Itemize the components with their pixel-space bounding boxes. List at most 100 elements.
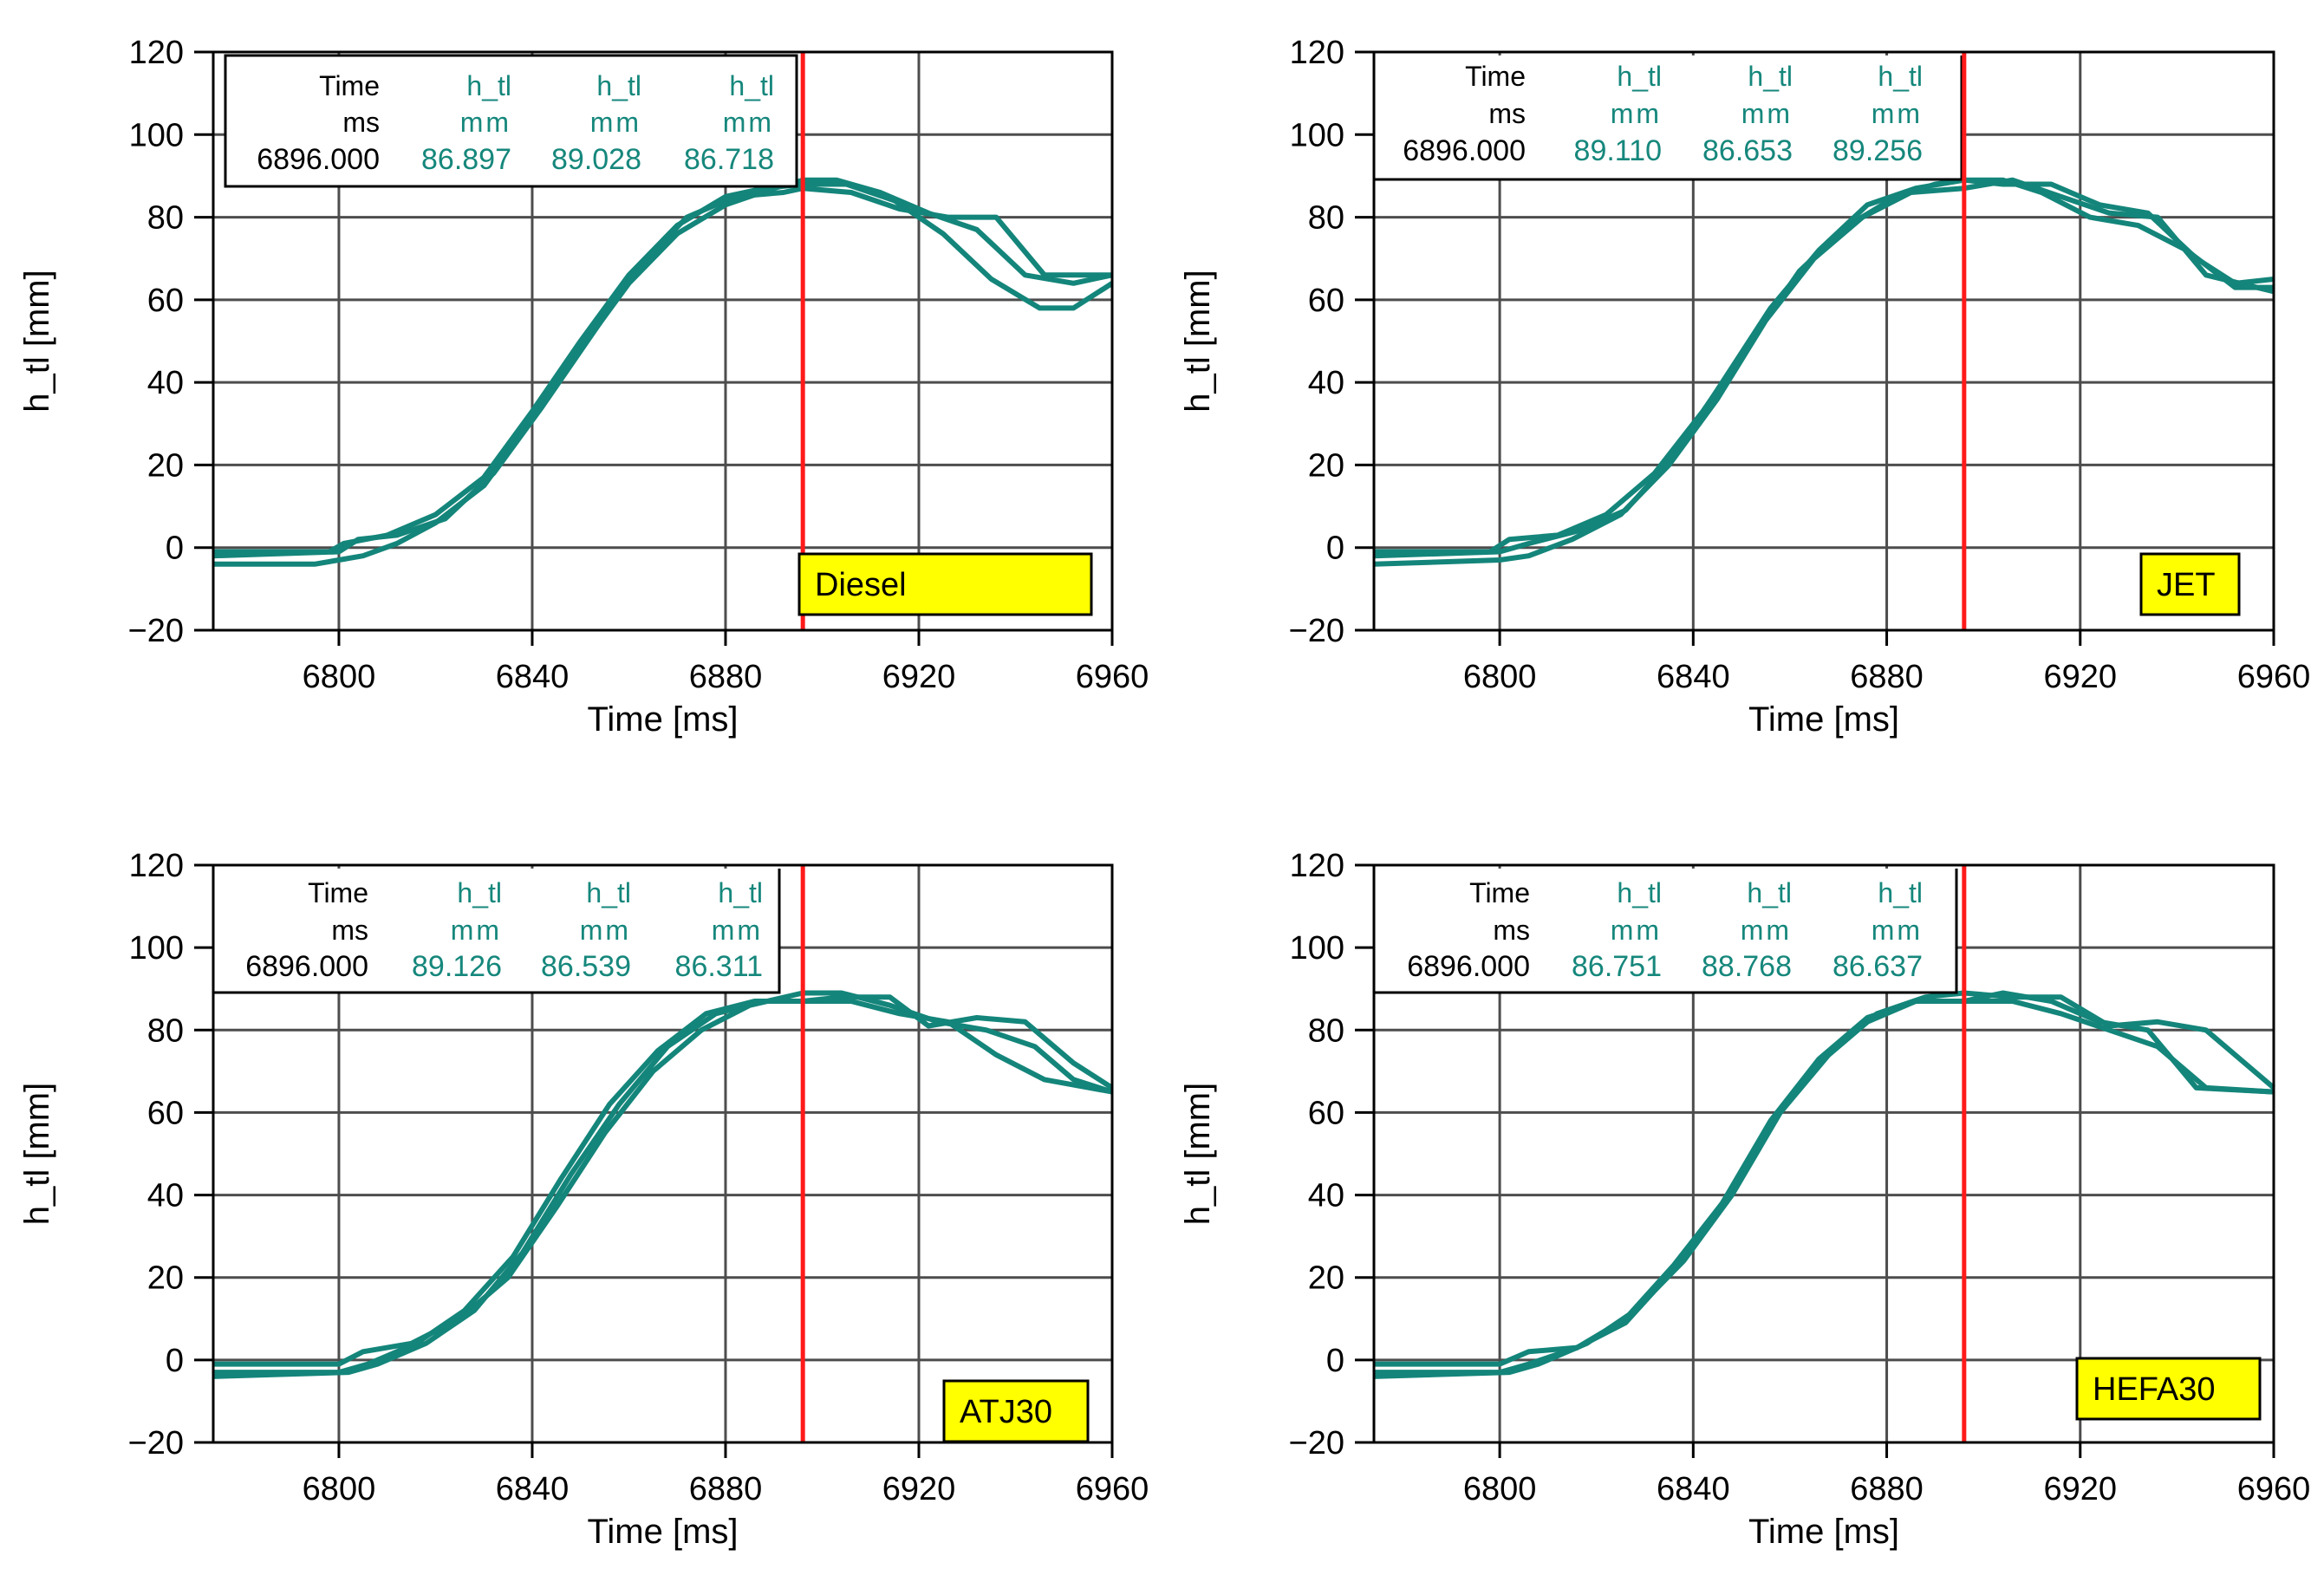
x-axis-title: Time [ms] [587, 1513, 738, 1551]
readout-channel-unit: mm [1741, 915, 1792, 946]
y-tick-label: 80 [1308, 1012, 1344, 1049]
readout-channel-value: 89.028 [551, 143, 641, 176]
readout-channel-unit: mm [1872, 98, 1923, 129]
y-tick-label: 20 [147, 447, 184, 484]
y-tick-label: 100 [129, 117, 184, 153]
y-tick-label: 0 [166, 1343, 184, 1379]
readout-time-header: Time [308, 877, 368, 908]
fuel-label: JET [2157, 567, 2216, 603]
y-tick-label: 20 [1308, 447, 1344, 484]
readout-channel-name: h_tl [1878, 877, 1923, 908]
readout-channel-name: h_tl [586, 877, 631, 908]
readout-channel-unit: mm [723, 107, 774, 138]
readout-channel-unit: mm [1741, 98, 1793, 129]
series-line-3 [213, 994, 1114, 1376]
x-tick-label: 6800 [1463, 659, 1537, 695]
readout-channel-name: h_tl [596, 70, 641, 101]
y-tick-label: 0 [1326, 531, 1344, 567]
readout-time-value: 6896.000 [1407, 950, 1530, 983]
y-tick-label: 40 [147, 1178, 184, 1214]
readout-channel-unit: mm [460, 107, 511, 138]
series-line-2 [1373, 990, 2275, 1379]
x-tick-label: 6960 [1076, 1471, 1149, 1507]
y-tick-label: 120 [129, 848, 184, 884]
y-axis-title: h_tl [mm] [18, 1083, 56, 1225]
readout-background [225, 55, 797, 186]
x-tick-label: 6880 [689, 659, 763, 695]
readout-channel-name: h_tl [1617, 61, 1662, 92]
y-axis-title: h_tl [mm] [18, 270, 56, 412]
readout-channel-value: 89.110 [1574, 134, 1662, 167]
fuel-label-box [2075, 1357, 2262, 1421]
x-tick-label: 6880 [1850, 659, 1924, 695]
x-tick-label: 6800 [1463, 1471, 1537, 1507]
series-line-3 [1374, 999, 2275, 1376]
fuel-label-box [2139, 552, 2241, 616]
y-tick-label: 80 [147, 200, 184, 237]
readout-background [1374, 55, 1962, 179]
x-tick-label: 6920 [882, 659, 956, 695]
readout-time-value: 6896.000 [257, 143, 380, 176]
readout-channel-value: 86.751 [1572, 950, 1662, 983]
plot-frame [1372, 50, 2275, 632]
readout-channel-value: 86.311 [675, 950, 763, 983]
y-tick-label: −20 [128, 613, 184, 649]
x-tick-label: 6840 [1657, 659, 1730, 695]
x-tick-label: 6960 [2237, 1471, 2311, 1507]
y-tick-label: 100 [1290, 117, 1344, 153]
plot-frame [1372, 863, 2275, 1444]
readout-time-header: Time [1469, 877, 1530, 908]
readout-channel-value: 86.718 [684, 143, 774, 176]
readout-channel-value: 86.897 [421, 143, 511, 176]
x-tick-label: 6880 [1850, 1471, 1924, 1507]
x-tick-label: 6880 [689, 1471, 763, 1507]
readout-channel-value: 88.768 [1702, 950, 1792, 983]
readout-channel-unit: mm [1611, 915, 1662, 946]
readout-time-unit: ms [1493, 915, 1530, 946]
x-tick-label: 6960 [2237, 659, 2311, 695]
fuel-label: Diesel [815, 567, 907, 603]
readout-channel-unit: mm [580, 915, 631, 946]
x-axis-title: Time [ms] [1748, 1513, 1899, 1551]
y-tick-label: 120 [1290, 35, 1344, 71]
y-tick-label: 100 [129, 930, 184, 967]
y-tick-label: 40 [1308, 1178, 1344, 1214]
readout-time-unit: ms [331, 915, 368, 946]
x-tick-label: 6920 [2044, 659, 2118, 695]
fuel-label: HEFA30 [2093, 1371, 2216, 1408]
readout-channel-value: 86.539 [541, 950, 631, 983]
x-tick-label: 6840 [496, 1471, 570, 1507]
readout-channel-name: h_tl [1617, 877, 1662, 908]
y-tick-label: 60 [1308, 283, 1344, 319]
y-axis-title: h_tl [mm] [1179, 1083, 1217, 1225]
y-axis-title: h_tl [mm] [1179, 270, 1217, 412]
y-tick-label: 60 [147, 1095, 184, 1131]
series-line-3 [1373, 177, 2275, 559]
readout-channel-name: h_tl [1747, 877, 1792, 908]
readout-border [1374, 869, 1958, 994]
readout-background [213, 869, 779, 993]
readout-channel-name: h_tl [457, 877, 502, 908]
fuel-label: ATJ30 [960, 1394, 1052, 1430]
x-tick-label: 6840 [496, 659, 570, 695]
series-line-3 [212, 186, 1112, 559]
plot-frame [212, 50, 1114, 632]
x-axis-title: Time [ms] [1748, 700, 1899, 739]
readout-channel-name: h_tl [466, 70, 511, 101]
y-tick-label: 20 [1308, 1260, 1344, 1297]
y-tick-label: 40 [147, 365, 184, 401]
y-tick-label: 120 [1290, 848, 1344, 884]
fuel-label-box [797, 552, 1093, 616]
x-tick-label: 6920 [2044, 1471, 2118, 1507]
y-tick-label: 60 [147, 283, 184, 319]
readout-channel-value: 86.637 [1833, 950, 1923, 983]
readout-time-unit: ms [342, 107, 380, 138]
y-tick-label: 0 [166, 531, 184, 567]
